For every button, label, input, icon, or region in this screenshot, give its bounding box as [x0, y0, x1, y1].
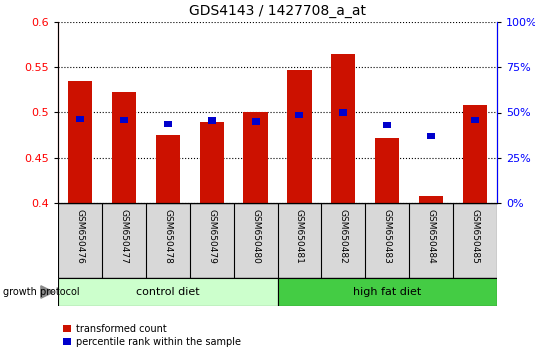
Text: GSM650481: GSM650481 — [295, 209, 304, 264]
Bar — [278, 278, 497, 306]
Title: GDS4143 / 1427708_a_at: GDS4143 / 1427708_a_at — [189, 4, 366, 18]
Bar — [427, 133, 435, 139]
Bar — [164, 121, 172, 127]
Bar — [156, 135, 180, 203]
Bar — [463, 105, 487, 203]
Text: GSM650484: GSM650484 — [426, 209, 435, 264]
Bar — [200, 121, 224, 203]
Bar — [287, 70, 311, 203]
Bar — [295, 112, 303, 118]
Text: growth protocol: growth protocol — [3, 287, 79, 297]
Text: GSM650479: GSM650479 — [207, 209, 216, 264]
Bar — [208, 118, 216, 124]
Bar — [383, 122, 391, 129]
Bar — [339, 109, 347, 116]
Legend: transformed count, percentile rank within the sample: transformed count, percentile rank withi… — [63, 324, 241, 347]
Bar — [58, 278, 278, 306]
Text: GSM650476: GSM650476 — [75, 209, 85, 264]
Text: control diet: control diet — [136, 287, 200, 297]
Bar — [251, 118, 259, 125]
Text: GSM650482: GSM650482 — [339, 209, 348, 264]
Bar — [419, 196, 443, 203]
Text: GSM650483: GSM650483 — [383, 209, 392, 264]
Polygon shape — [41, 286, 54, 298]
Bar — [112, 92, 136, 203]
Text: GSM650478: GSM650478 — [163, 209, 172, 264]
Text: GSM650477: GSM650477 — [119, 209, 128, 264]
Text: GSM650480: GSM650480 — [251, 209, 260, 264]
Bar — [120, 116, 128, 123]
Text: GSM650485: GSM650485 — [471, 209, 479, 264]
Bar — [471, 116, 479, 123]
Bar — [243, 112, 268, 203]
Bar — [68, 81, 92, 203]
Bar — [375, 138, 399, 203]
Bar — [76, 116, 84, 122]
Bar — [331, 54, 355, 203]
Text: high fat diet: high fat diet — [353, 287, 422, 297]
